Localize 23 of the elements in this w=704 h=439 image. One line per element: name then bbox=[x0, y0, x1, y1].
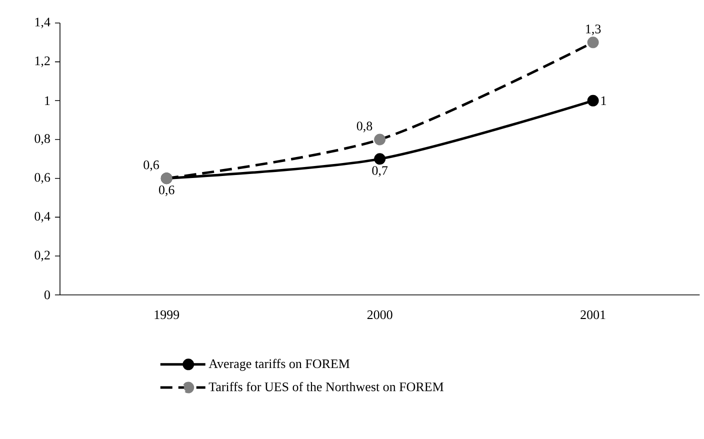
y-tick-label: 0,2 bbox=[34, 250, 50, 262]
text: 0,6 bbox=[158, 186, 174, 196]
x-tick-label: 2001 bbox=[580, 310, 606, 320]
y-tick-label: 1 bbox=[45, 96, 50, 106]
text: 0,8 bbox=[356, 122, 372, 132]
y-tick-label: 1,2 bbox=[35, 56, 50, 68]
point bbox=[587, 95, 599, 107]
text: 0,7 bbox=[372, 166, 388, 177]
x-tick-label: 2000 bbox=[367, 310, 392, 320]
y-tick-label: 0,8 bbox=[34, 134, 50, 145]
y-tick-label: 0,6 bbox=[34, 173, 50, 184]
text: 1 bbox=[601, 96, 606, 106]
point bbox=[587, 36, 599, 48]
y-tick-label: 0 bbox=[44, 290, 50, 300]
text: 1,3 bbox=[586, 24, 601, 36]
x-tick-label: 1999 bbox=[154, 310, 180, 320]
legend-label: Tariffs for UES of the Northwest on FOREM bbox=[208, 382, 444, 392]
legend-label: Average tariffs on FOREM bbox=[208, 358, 350, 371]
point bbox=[374, 153, 386, 165]
text: 0,6 bbox=[144, 160, 160, 172]
y-tick-label: 0,4 bbox=[34, 212, 50, 223]
point bbox=[374, 134, 386, 146]
y-tick-label: 1,4 bbox=[35, 18, 50, 28]
